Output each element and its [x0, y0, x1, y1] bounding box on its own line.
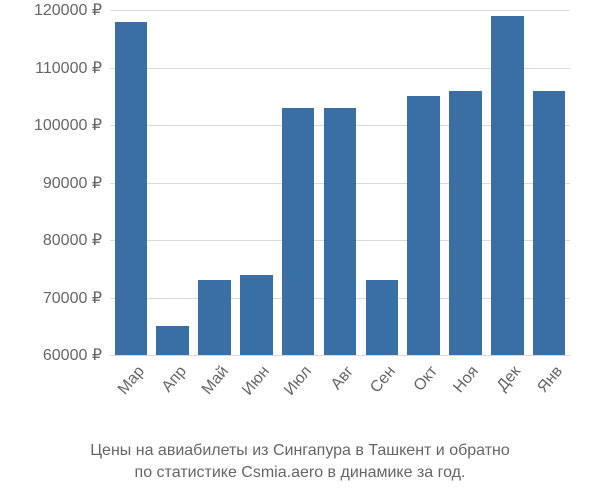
- caption-line2: по статистике Csmia.aero в динамике за г…: [135, 464, 466, 481]
- bar: [198, 280, 231, 355]
- y-tick-label: 110000 ₽: [35, 58, 110, 78]
- bar: [366, 280, 399, 355]
- y-tick-label: 80000 ₽: [43, 230, 110, 250]
- caption-line1: Цены на авиабилеты из Сингапура в Ташкен…: [90, 442, 510, 459]
- bar: [407, 96, 440, 355]
- bar: [282, 108, 315, 355]
- grid-line: [110, 355, 570, 356]
- chart-caption: Цены на авиабилеты из Сингапура в Ташкен…: [0, 440, 600, 483]
- bar: [449, 91, 482, 356]
- bar: [491, 16, 524, 355]
- grid-line: [110, 10, 570, 11]
- y-tick-label: 120000 ₽: [34, 0, 110, 20]
- y-tick-label: 60000 ₽: [43, 345, 110, 365]
- price-chart: 60000 ₽ 70000 ₽ 80000 ₽ 90000 ₽ 100000 ₽ 1100…: [0, 0, 600, 500]
- bar: [324, 108, 357, 355]
- y-tick-label: 90000 ₽: [43, 173, 110, 193]
- plot-area: 60000 ₽70000 ₽80000 ₽90000 ₽100000 ₽1100…: [110, 10, 570, 355]
- y-tick-label: 100000 ₽: [34, 115, 110, 135]
- bar: [156, 326, 189, 355]
- bar: [115, 22, 148, 356]
- bar: [240, 275, 273, 356]
- y-tick-label: 70000 ₽: [43, 288, 110, 308]
- bar: [533, 91, 566, 356]
